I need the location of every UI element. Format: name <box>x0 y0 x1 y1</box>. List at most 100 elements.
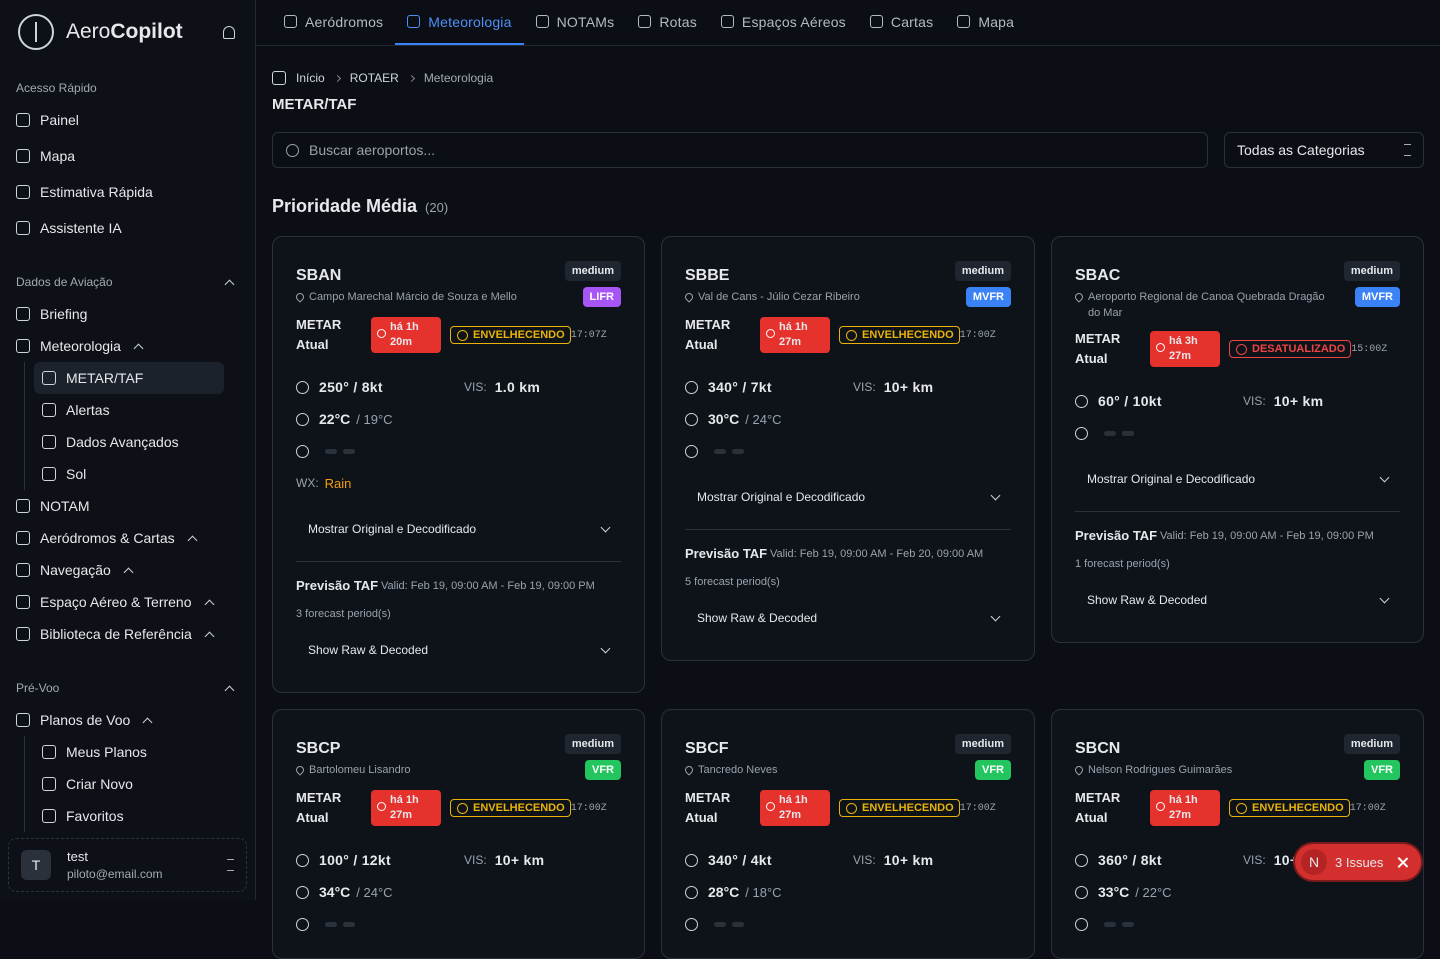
nav-item[interactable]: Mapa <box>16 140 239 172</box>
nav-item[interactable]: Briefing <box>16 298 239 330</box>
status-badge: ENVELHECENDO <box>450 799 571 817</box>
tab[interactable]: Meteorologia <box>395 0 524 45</box>
cloud-layer <box>325 921 337 927</box>
icon <box>1075 885 1088 899</box>
crumb[interactable]: Início <box>296 71 325 85</box>
icon <box>42 435 56 449</box>
toggle-label: Mostrar Original e Decodificado <box>697 490 866 504</box>
card-header: SBCN Nelson Rodrigues Guimarães medium VFR <box>1073 734 1400 780</box>
taf-toggle[interactable]: Show Raw & Decoded <box>685 600 1011 636</box>
nav-item[interactable]: Espaço Aéreo & Terreno <box>16 586 239 618</box>
nav-label: Sol <box>66 466 87 482</box>
visibility: 10+ km <box>883 852 934 868</box>
icon <box>638 15 652 28</box>
nav-item[interactable]: Meteorologia <box>16 330 239 362</box>
wind-row: 250° / 8kt VIS: 1.0 km <box>296 377 621 397</box>
cloud-row <box>1075 423 1400 443</box>
decode-toggle[interactable]: Mostrar Original e Decodificado <box>685 479 1011 515</box>
toggle-label: Mostrar Original e Decodificado <box>1087 472 1256 486</box>
taf-valid: Valid: Feb 19, 09:00 AM - Feb 19, 09:00 … <box>381 580 595 592</box>
nav-subitem[interactable]: Alertas <box>34 394 224 426</box>
airport-card: SBCN Nelson Rodrigues Guimarães medium VFR M… <box>1051 709 1424 959</box>
notifications[interactable] <box>223 25 235 39</box>
user-email: piloto@email.com <box>67 867 163 881</box>
dewpoint: / 24°C <box>356 884 393 900</box>
category-select[interactable]: Todas as Categorias <box>1224 132 1424 168</box>
divider <box>1075 511 1400 512</box>
pin <box>1073 291 1085 303</box>
wx-row: WX: Rain <box>296 473 621 493</box>
temperature: 33°C <box>1098 884 1130 900</box>
decode-toggle[interactable]: Mostrar Original e Decodificado <box>296 511 621 547</box>
group-title[interactable]: Acesso Rápido <box>16 72 239 104</box>
nav-subitem[interactable]: Sol <box>34 458 224 490</box>
cloud-layer <box>343 448 355 454</box>
icon <box>685 885 698 899</box>
nav-item[interactable]: Assistente IA <box>16 212 239 244</box>
icao: SBAN <box>296 267 342 284</box>
separator <box>333 74 341 82</box>
chevron <box>1379 472 1390 482</box>
icao: SBCP <box>296 740 341 757</box>
search-input[interactable]: Buscar aeroportos... <box>272 132 1208 168</box>
icon <box>284 15 297 28</box>
icon <box>42 371 56 385</box>
icao: SBAC <box>1075 267 1121 284</box>
vis-label: VIS: <box>464 380 487 394</box>
nav-subitem[interactable]: Criar Novo <box>34 768 224 800</box>
nav-item[interactable]: NOTAM <box>16 490 239 522</box>
nav-subitem[interactable]: Dados Avançados <box>34 426 224 458</box>
nav-label: Briefing <box>40 306 88 322</box>
tab[interactable]: NOTAMs <box>524 0 627 45</box>
taf-periods: 5 forecast period(s) <box>685 576 780 588</box>
priority-badge: medium <box>564 734 621 754</box>
temp-row: 22°C / 19°C <box>296 409 621 429</box>
nav-item[interactable]: Navegação <box>16 554 239 586</box>
close[interactable] <box>1398 858 1407 867</box>
nav-item[interactable]: Aeródromos & Cartas <box>16 522 239 554</box>
group-title[interactable]: Dados de Aviação <box>16 266 239 298</box>
visibility: 10+ km <box>1273 393 1324 409</box>
nav-subitem[interactable]: Meus Planos <box>34 736 224 768</box>
dewpoint: / 19°C <box>356 411 393 427</box>
tab[interactable]: Aeródromos <box>272 0 395 45</box>
metar-row: METAR Atual há 1h 27m ENVELHECENDO 17:00Z <box>685 315 1011 355</box>
chevron <box>133 343 144 353</box>
decode-toggle[interactable]: Mostrar Original e Decodificado <box>1075 461 1400 497</box>
tab[interactable]: Rotas <box>626 0 709 45</box>
icao: SBCF <box>685 740 729 757</box>
icon <box>685 412 698 426</box>
issues-badge[interactable]: N 3 Issues <box>1295 844 1421 880</box>
group-title[interactable]: Pré-Voo <box>16 672 239 704</box>
nav-item[interactable]: Biblioteca de Referência <box>16 618 239 650</box>
metar-row: METAR Atual há 1h 27m ENVELHECENDO 17:00Z <box>296 788 621 828</box>
nav-label: Meteorologia <box>40 338 121 354</box>
taf-toggle[interactable]: Show Raw & Decoded <box>1075 582 1400 618</box>
toggle-label: Show Raw & Decoded <box>1087 593 1208 607</box>
crumb: Meteorologia <box>423 71 494 85</box>
tab[interactable]: Mapa <box>945 0 1026 45</box>
icon <box>685 444 698 458</box>
breadcrumb: Início ROTAER Meteorologia <box>272 68 1424 88</box>
crumb[interactable]: ROTAER <box>349 71 399 85</box>
nav-item[interactable]: Estimativa Rápida <box>16 176 239 208</box>
icon <box>42 467 56 481</box>
nav-subitem[interactable]: METAR/TAF <box>34 362 224 394</box>
icon <box>42 745 56 759</box>
taf-toggle[interactable]: Show Raw & Decoded <box>296 632 621 668</box>
tab[interactable]: Espaços Aéreos <box>709 0 858 45</box>
select-label: Todas as Categorias <box>1237 142 1365 158</box>
nav-subitem[interactable]: Favoritos <box>34 800 224 832</box>
chevron <box>1379 593 1390 603</box>
group-label: Dados de Aviação <box>16 275 113 289</box>
card-header: SBBE Val de Cans - Júlio Cezar Ribeiro med… <box>683 261 1011 307</box>
nav-item[interactable]: Planos de Voo <box>16 704 239 736</box>
sidebar-toggle[interactable] <box>272 71 286 85</box>
airport-name: Aeroporto Regional de Canoa Quebrada Dra… <box>1073 289 1325 321</box>
content: Início ROTAER Meteorologia METAR/TAF Buscar … <box>256 68 1440 959</box>
nav-item[interactable]: Painel <box>16 104 239 136</box>
tab[interactable]: Cartas <box>858 0 945 45</box>
wind-row: 60° / 10kt VIS: 10+ km <box>1075 391 1400 411</box>
avatar: T <box>21 850 51 880</box>
